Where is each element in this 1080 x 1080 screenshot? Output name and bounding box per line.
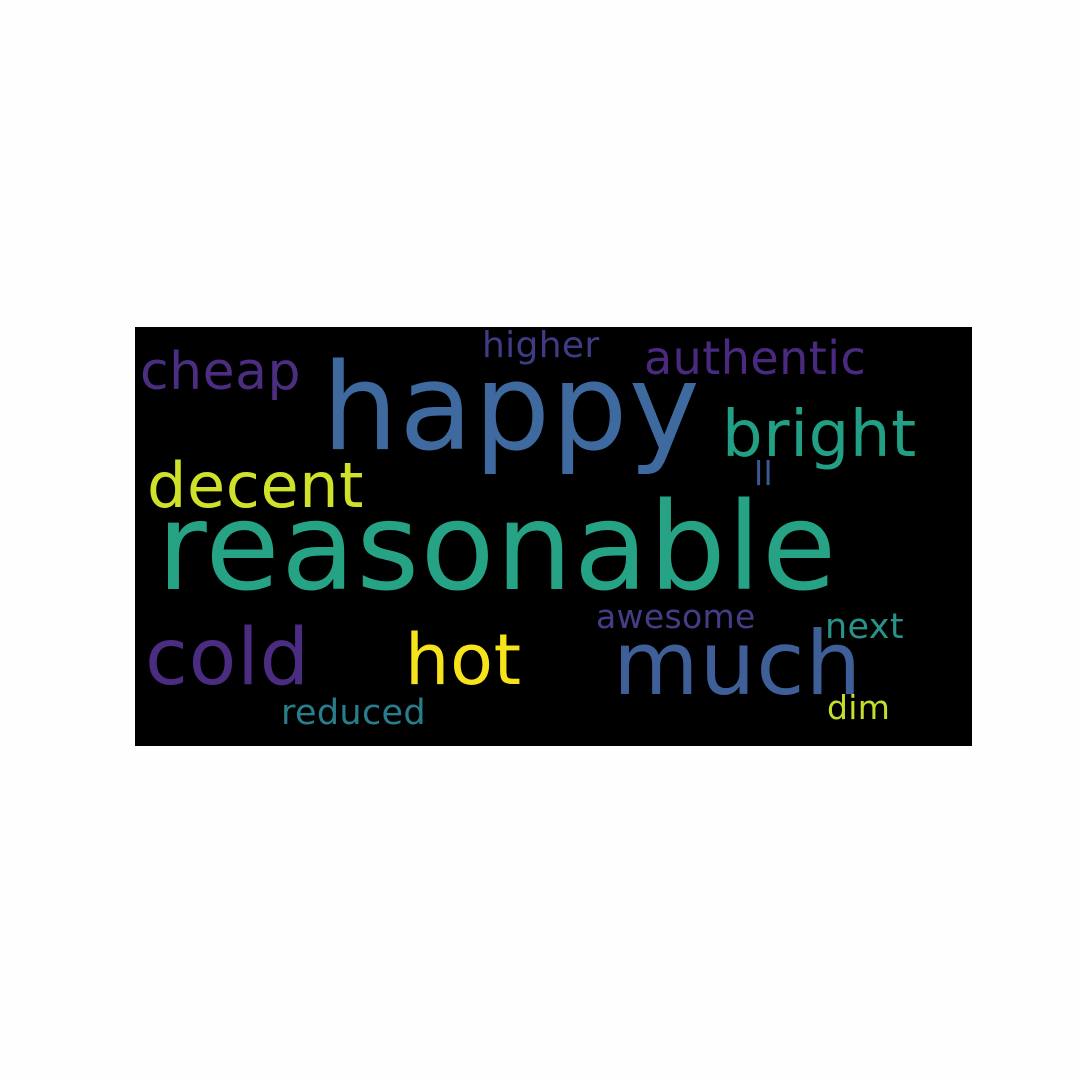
word-bright: bright bbox=[722, 398, 917, 472]
word-cloud: reasonable happy much bright cold hot de… bbox=[135, 327, 972, 746]
word-higher: higher bbox=[482, 327, 600, 366]
word-cold: cold bbox=[145, 613, 310, 703]
word-ll: ll bbox=[754, 454, 773, 493]
word-cheap: cheap bbox=[140, 342, 302, 402]
word-next: next bbox=[825, 607, 904, 647]
word-authentic: authentic bbox=[644, 331, 867, 385]
word-reduced: reduced bbox=[281, 693, 426, 733]
word-much: much bbox=[613, 612, 863, 715]
word-decent: decent bbox=[147, 449, 365, 522]
word-reasonable: reasonable bbox=[157, 477, 838, 618]
word-happy: happy bbox=[322, 339, 701, 478]
word-awesome: awesome bbox=[596, 597, 756, 636]
word-dim: dim bbox=[827, 688, 891, 727]
word-hot: hot bbox=[405, 619, 522, 701]
